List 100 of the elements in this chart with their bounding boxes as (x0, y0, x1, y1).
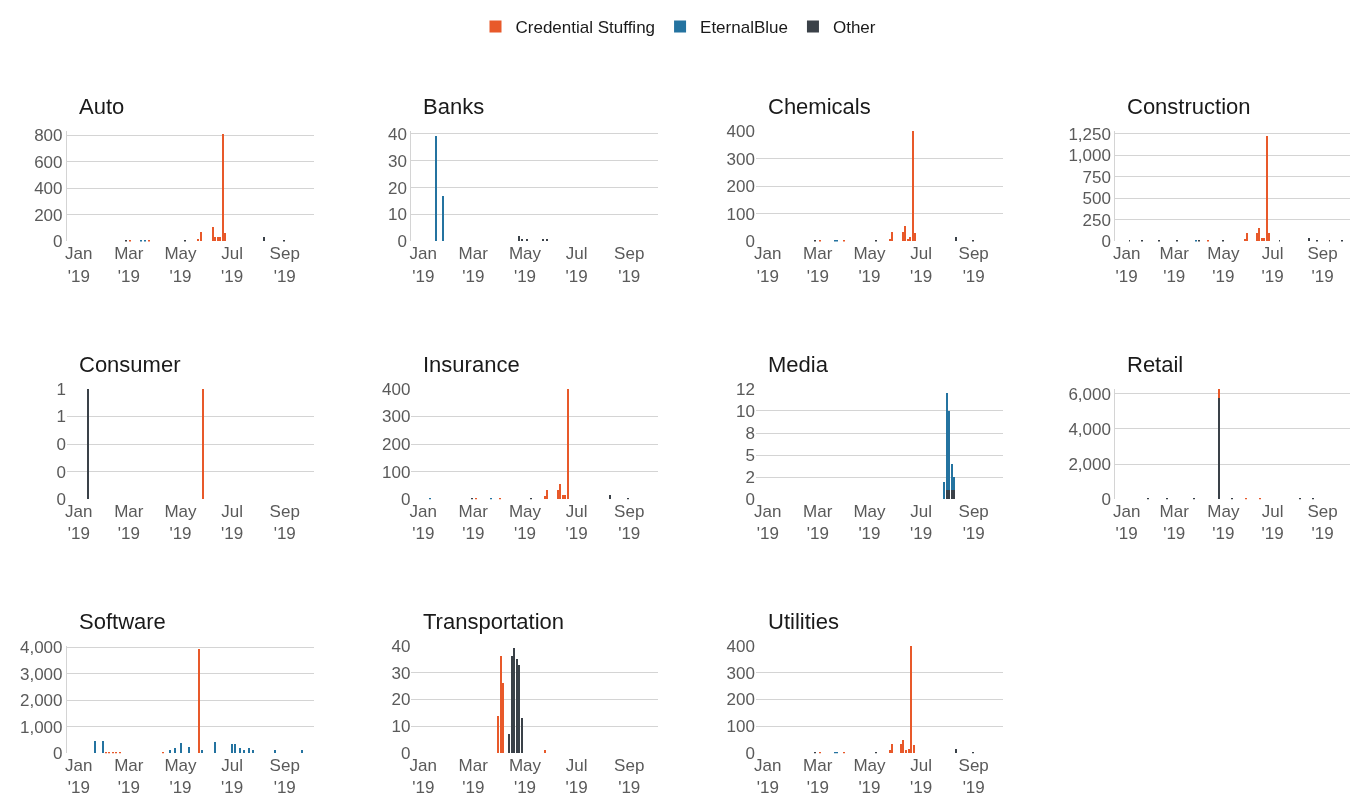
y-tick-label: 30 (391, 663, 411, 683)
bar (179, 742, 182, 754)
bar (1256, 232, 1259, 242)
bar (500, 656, 503, 754)
y-tick-label: 0 (56, 462, 66, 482)
y-tick-label: 0 (745, 744, 755, 764)
bar (300, 749, 303, 754)
x-tick-label: May '19 (164, 756, 198, 798)
x-tick-label: Mar '19 (114, 756, 144, 798)
x-tick-label: Jan '19 (1112, 244, 1141, 286)
y-tick-label: 0 (400, 490, 411, 510)
x-tick-label: May '19 (1207, 502, 1240, 544)
y-tick-label: 0 (1101, 232, 1111, 252)
chart-title: Insurance (423, 352, 520, 377)
x-tick-label: Mar '19 (1159, 244, 1190, 286)
y-tick-label: 300 (382, 407, 411, 427)
y-tick-label: 1 (56, 379, 66, 399)
bar (911, 131, 914, 242)
x-tick-label: May '19 (508, 244, 542, 286)
bar (899, 743, 902, 754)
bar (233, 744, 236, 754)
chart-title: Utilities (768, 609, 839, 634)
x-tick-label: Mar '19 (803, 756, 833, 798)
x-tick-label: Jul '19 (910, 244, 933, 286)
bar (546, 489, 549, 500)
x-tick-label: Jul '19 (221, 244, 244, 286)
y-tick-label: 10 (391, 717, 411, 737)
chart-title: Auto (79, 94, 125, 119)
y-tick-label: 40 (391, 636, 411, 656)
x-tick-label: Sep '19 (614, 756, 645, 798)
chart-title: Construction (1127, 94, 1251, 119)
y-tick-label: 300 (726, 663, 755, 683)
y-tick-label: 20 (391, 690, 411, 710)
x-tick-label: Mar '19 (458, 244, 489, 286)
x-tick-label: Jan '19 (754, 244, 782, 286)
x-tick-label: Jul '19 (910, 502, 933, 544)
x-tick-label: Jan '19 (409, 756, 437, 798)
legend-label: EternalBlue (700, 18, 788, 38)
bar (187, 747, 190, 754)
y-tick-label: 10 (735, 401, 755, 421)
x-tick-label: May '19 (164, 244, 198, 286)
x-tick-label: Mar '19 (114, 502, 144, 544)
chart-title: Media (768, 352, 829, 377)
chart-title: Chemicals (768, 94, 871, 119)
legend-label: Credential Stuffing (515, 18, 656, 38)
bar (435, 136, 438, 242)
y-tick-label: 200 (34, 205, 63, 225)
x-tick-label: Sep '19 (269, 756, 300, 798)
bar (544, 750, 547, 754)
bar (173, 747, 176, 754)
y-tick-label: 4,000 (1068, 419, 1111, 439)
x-tick-label: Sep '19 (1307, 502, 1338, 544)
y-tick-label: 10 (388, 205, 407, 225)
chart-title: Retail (1127, 352, 1184, 377)
y-tick-label: 2,000 (19, 691, 63, 711)
bar (242, 750, 245, 754)
x-tick-label: Mar '19 (803, 244, 833, 286)
x-tick-label: Jul '19 (1261, 502, 1284, 544)
y-tick-label: 1,250 (1068, 124, 1111, 144)
y-tick-label: 250 (1082, 210, 1111, 230)
x-tick-label: May '19 (853, 502, 887, 544)
x-tick-label: Jan '19 (65, 502, 93, 544)
x-tick-label: Sep '19 (958, 244, 989, 286)
y-tick-label: 100 (382, 462, 411, 482)
chart-title: Banks (423, 94, 485, 119)
bar (93, 741, 96, 754)
y-tick-label: 0 (56, 435, 66, 454)
bar (197, 648, 200, 754)
x-tick-label: Sep '19 (1307, 244, 1338, 286)
x-tick-label: Jul '19 (221, 502, 244, 544)
bar (567, 388, 570, 500)
bar (1266, 136, 1269, 242)
y-tick-label: 4,000 (19, 637, 63, 657)
y-tick-label: 20 (388, 178, 407, 198)
y-tick-label: 600 (34, 152, 63, 172)
x-tick-label: May '19 (853, 244, 887, 286)
chart-title: Transportation (423, 609, 565, 634)
x-tick-label: Jul '19 (910, 756, 933, 798)
bar (890, 231, 893, 242)
x-tick-label: Jul '19 (565, 756, 588, 798)
y-tick-label: 500 (1082, 189, 1111, 209)
bar (200, 750, 203, 754)
bar (101, 740, 104, 754)
bar (1246, 232, 1249, 242)
x-tick-label: Mar '19 (1159, 502, 1190, 544)
x-tick-label: Jul '19 (565, 244, 588, 286)
bar (954, 749, 957, 754)
chart-title: Software (79, 609, 166, 634)
x-tick-label: Mar '19 (114, 244, 144, 286)
x-tick-label: May '19 (164, 502, 198, 544)
bar (1218, 388, 1221, 399)
x-tick-label: Mar '19 (458, 756, 489, 798)
x-tick-label: Sep '19 (269, 244, 300, 286)
bar (199, 232, 202, 242)
x-tick-label: Mar '19 (458, 502, 489, 544)
bar (211, 227, 214, 242)
bar (901, 739, 904, 754)
y-tick-label: 30 (388, 151, 407, 171)
bar (609, 495, 612, 500)
y-tick-label: 100 (726, 717, 755, 737)
